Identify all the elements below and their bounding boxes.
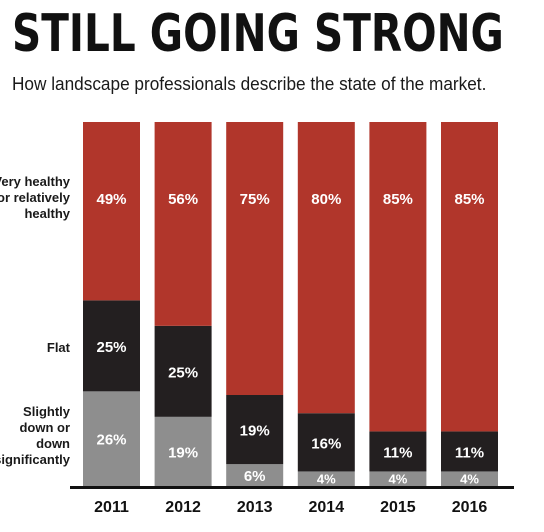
x-tick-label-2015: 2015 (380, 499, 416, 516)
value-label-down-2015: 4% (389, 472, 408, 487)
value-label-healthy-2013: 75% (240, 191, 270, 208)
value-label-flat-2012: 25% (168, 364, 198, 381)
legend-label-down: Slightly down or down significantly (0, 404, 70, 468)
bar-segment-healthy-2015 (369, 122, 427, 432)
x-tick-label-2012: 2012 (165, 499, 201, 516)
bar-segment-down-2014 (297, 471, 355, 486)
value-label-flat-2015: 11% (383, 444, 412, 461)
bar-segment-down-2015 (369, 471, 427, 486)
bar-segment-down-2013 (226, 464, 284, 486)
x-tick-label-2014: 2014 (309, 499, 345, 516)
bar-segment-flat-2011 (83, 300, 140, 392)
bar-segment-healthy-2011 (83, 122, 140, 301)
value-label-down-2016: 4% (460, 472, 479, 487)
value-label-flat-2011: 25% (96, 339, 126, 356)
value-label-healthy-2011: 49% (96, 191, 126, 208)
value-label-down-2014: 4% (317, 472, 336, 487)
bar-segment-healthy-2014 (297, 122, 355, 414)
value-label-flat-2016: 11% (455, 444, 484, 461)
bar-segment-flat-2014 (297, 413, 355, 472)
value-label-healthy-2015: 85% (383, 191, 413, 208)
value-label-healthy-2012: 56% (168, 191, 198, 208)
x-tick-label-2016: 2016 (452, 499, 488, 516)
bar-segment-down-2011 (83, 391, 140, 486)
chart-title: STILL GOING STRONG (12, 4, 504, 64)
legend-label-down-text: Slightly down or down significantly (0, 404, 70, 467)
x-tick-label-2013: 2013 (237, 499, 273, 516)
bar-segment-flat-2013 (226, 395, 284, 465)
chart-subtitle: How landscape professionals describe the… (12, 73, 487, 94)
bar-segment-flat-2016 (441, 431, 498, 472)
legend-label-healthy-text: Very healthy or relatively healthy (0, 174, 70, 221)
bar-segment-down-2012 (154, 416, 212, 486)
value-label-healthy-2016: 85% (454, 191, 484, 208)
legend-label-healthy: Very healthy or relatively healthy (0, 174, 70, 222)
bar-segment-healthy-2016 (441, 122, 498, 432)
bar-segment-healthy-2012 (154, 122, 212, 326)
value-label-flat-2013: 19% (240, 423, 270, 440)
bar-segment-down-2016 (441, 471, 498, 486)
legend-label-flat-text: Flat (46, 340, 70, 355)
value-label-down-2011: 26% (96, 432, 126, 449)
bar-segment-healthy-2013 (226, 122, 284, 395)
value-label-healthy-2014: 80% (311, 191, 341, 208)
bar-segment-flat-2015 (369, 431, 427, 472)
value-label-down-2012: 19% (168, 444, 198, 461)
value-label-down-2013: 6% (244, 468, 266, 485)
x-tick-label-2011: 2011 (94, 499, 129, 516)
legend-label-flat: Flat (0, 340, 70, 356)
bar-segment-flat-2012 (154, 325, 212, 417)
value-label-flat-2014: 16% (311, 435, 341, 452)
